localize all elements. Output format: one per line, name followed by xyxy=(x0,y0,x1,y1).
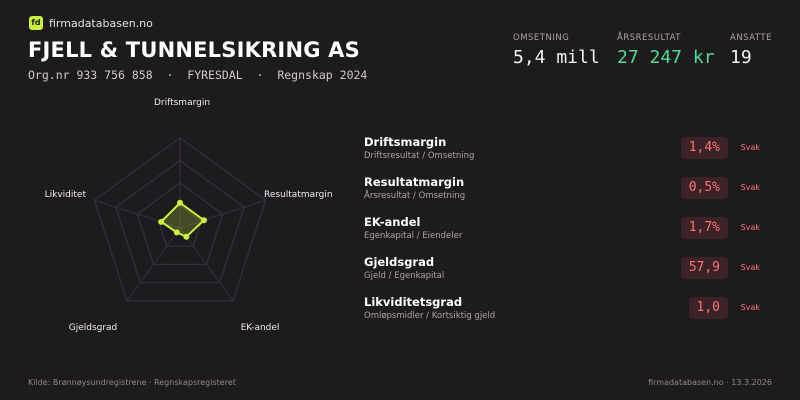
company-name: FJELL & TUNNELSIKRING AS xyxy=(28,38,360,62)
radar-label-gjeldsgrad: Gjeldsgrad xyxy=(69,323,118,333)
stat-revenue: OMSETNING 5,4 mill xyxy=(513,33,600,68)
radar-grid xyxy=(93,137,267,302)
separator: · xyxy=(256,68,264,82)
metric-value: 1,4% xyxy=(680,137,728,159)
metric-rating: Svak xyxy=(740,263,760,272)
brand-logo[interactable]: fd firmadatabasen.no xyxy=(29,16,153,30)
stat-label: OMSETNING xyxy=(513,33,570,43)
radar-ring xyxy=(136,182,224,266)
brand-name: firmadatabasen.no xyxy=(49,16,153,30)
metric-name: Resultatmargin xyxy=(364,175,465,189)
metric-value: 1,0 xyxy=(688,297,728,319)
metric-rating: Svak xyxy=(740,143,760,152)
metric-row: Driftsmargin Driftsresultat / Omsetning … xyxy=(364,135,764,175)
footer-site-date: firmadatabasen.no · 13.3.2026 xyxy=(648,378,772,387)
radar-ring xyxy=(115,159,245,284)
radar-label-ek-andel: EK-andel xyxy=(241,323,280,333)
radar-point-ek-andel xyxy=(183,233,190,240)
metric-name: EK-andel xyxy=(364,215,421,229)
metric-row: EK-andel Egenkapital / Eiendeler 1,7% Sv… xyxy=(364,215,764,255)
radar-point-gjeldsgrad xyxy=(173,229,180,236)
radar-spoke xyxy=(94,199,181,229)
company-location: FYRESDAL xyxy=(187,68,243,82)
radar-chart: Driftsmargin Resultatmargin EK-andel Gje… xyxy=(45,98,333,333)
report-year: Regnskap 2024 xyxy=(277,68,368,82)
radar-spoke xyxy=(126,227,181,302)
metric-name: Likviditetsgrad xyxy=(364,295,463,309)
radar-point-likviditet xyxy=(158,218,165,225)
metrics-list: Driftsmargin Driftsresultat / Omsetning … xyxy=(364,135,764,335)
radar-label-driftsmargin: Driftsmargin xyxy=(154,98,210,108)
stat-employees: ANSATTE 19 xyxy=(730,33,772,68)
radar-points xyxy=(158,199,207,240)
metric-row: Likviditetsgrad Omløpsmidler / Kortsikti… xyxy=(364,295,764,335)
metric-description: Driftsresultat / Omsetning xyxy=(364,151,475,161)
radar-point-resultatmargin xyxy=(200,217,207,224)
metric-description: Omløpsmidler / Kortsiktig gjeld xyxy=(364,311,496,321)
metric-row: Gjeldsgrad Gjeld / Egenkapital 57,9 Svak xyxy=(364,255,764,295)
radar-area xyxy=(159,201,206,238)
radar-spokes xyxy=(94,138,266,302)
metric-name: Driftsmargin xyxy=(364,135,447,149)
stat-annual-result: ÅRSRESULTAT 27 247 kr xyxy=(617,33,715,68)
metric-value: 0,5% xyxy=(680,177,728,199)
radar-ring xyxy=(93,137,267,302)
metric-description: Egenkapital / Eiendeler xyxy=(364,231,463,241)
metric-description: Gjeld / Egenkapital xyxy=(364,271,445,281)
stat-value: 27 247 kr xyxy=(617,47,715,68)
stat-label: ANSATTE xyxy=(730,33,772,43)
radar-ring xyxy=(157,204,203,247)
metric-value: 57,9 xyxy=(680,257,728,279)
logo-icon: fd xyxy=(29,16,43,30)
radar-spoke xyxy=(179,227,234,302)
footer-source: Kilde: Brønnøysundregistrene · Regnskaps… xyxy=(28,378,236,387)
metric-description: Årsresultat / Omsetning xyxy=(364,191,466,201)
metric-rating: Svak xyxy=(740,183,760,192)
company-subline: Org.nr 933 756 858 · FYRESDAL · Regnskap… xyxy=(28,68,367,82)
radar-spoke xyxy=(179,199,266,229)
radar-label-likviditet: Likviditet xyxy=(45,190,87,200)
radar-label-resultatmargin: Resultatmargin xyxy=(264,190,333,200)
stat-value: 5,4 mill xyxy=(513,47,600,68)
metric-rating: Svak xyxy=(740,303,760,312)
metric-name: Gjeldsgrad xyxy=(364,255,435,269)
org-number: Org.nr 933 756 858 xyxy=(28,68,153,82)
stat-label: ÅRSRESULTAT xyxy=(617,33,681,43)
metric-value: 1,7% xyxy=(680,217,728,239)
metric-row: Resultatmargin Årsresultat / Omsetning 0… xyxy=(364,175,764,215)
stat-value: 19 xyxy=(730,47,752,68)
separator: · xyxy=(166,68,174,82)
metric-rating: Svak xyxy=(740,223,760,232)
radar-point-driftsmargin xyxy=(177,199,183,206)
